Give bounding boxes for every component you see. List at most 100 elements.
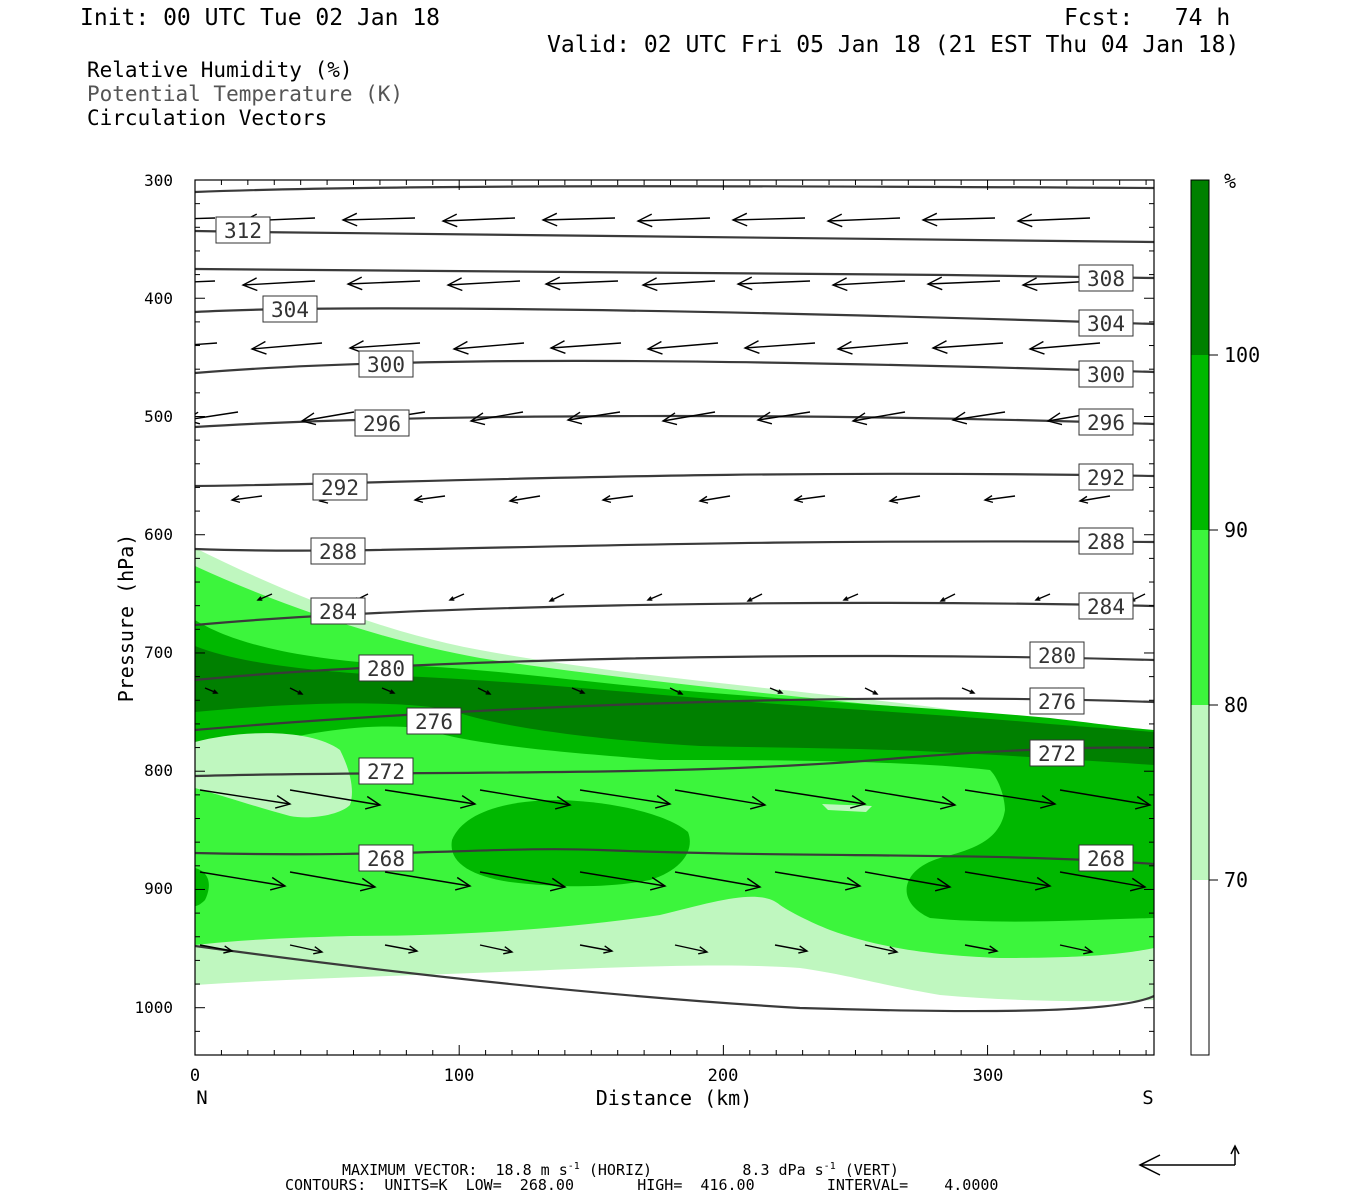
vector-arrow [601, 495, 634, 504]
vector-arrow [864, 687, 879, 695]
vector-arrow [413, 495, 446, 504]
svg-text:280: 280 [1038, 644, 1076, 668]
theta-label-288: 288 [310, 537, 366, 565]
vector-arrow [961, 687, 976, 694]
forecast-hour: Fcst: 74 h [1064, 5, 1231, 31]
vector-arrow [951, 411, 1006, 425]
colorbar-label-100: 100 [1224, 343, 1260, 367]
exp-horiz: -1 [567, 1161, 580, 1172]
theta-label-280: 280 [1029, 641, 1085, 669]
svg-text:296: 296 [1087, 411, 1125, 435]
x-tick-100: 100 [444, 1066, 475, 1086]
y-tick-300: 300 [144, 171, 173, 190]
vector-arrow [346, 276, 421, 291]
svg-text:268: 268 [367, 847, 405, 871]
x-end-label-south: S [1142, 1087, 1153, 1109]
vector-arrow [1016, 213, 1091, 228]
vector-arrow [300, 411, 355, 426]
y-axis-label: Pressure (hPa) [114, 534, 138, 703]
vector-arrow [743, 340, 816, 354]
theta-label-284: 284 [1078, 592, 1134, 620]
vector-arrow [469, 411, 524, 426]
vector-arrow [199, 789, 292, 809]
vector-arrow [452, 340, 525, 355]
y-tick-700: 700 [144, 643, 173, 662]
svg-text:312: 312 [224, 219, 262, 243]
theta-label-292: 292 [1078, 463, 1134, 491]
circulation-vectors [195, 212, 1152, 955]
vector-arrow [674, 789, 767, 810]
vector-arrow [864, 944, 899, 955]
max-vector-label: MAXIMUM VECTOR: [342, 1161, 478, 1179]
max-vector-horiz: 18.8 m s [495, 1161, 568, 1179]
theta-line-276 [195, 654, 1154, 682]
vector-arrow [842, 593, 859, 601]
vector-arrow [746, 593, 763, 602]
theta-label-292: 292 [312, 473, 368, 501]
svg-text:300: 300 [367, 353, 405, 377]
vector-arrow [199, 871, 287, 891]
colorbar-seg-70 [1191, 705, 1209, 880]
svg-text:300: 300 [1087, 363, 1125, 387]
vector-arrow [983, 495, 1016, 504]
vector-arrow [479, 789, 572, 810]
vert-tag: (VERT) [844, 1161, 899, 1179]
vector-arrow [864, 871, 952, 892]
vector-arrow [289, 944, 324, 955]
vector-arrow [674, 871, 762, 892]
vector-arrow [448, 593, 465, 601]
vector-arrow [926, 276, 1001, 291]
vector-arrow [731, 212, 806, 227]
init-time: Init: 00 UTC Tue 02 Jan 18 [80, 5, 441, 31]
theta-label-268: 268 [1078, 844, 1134, 872]
max-vector-vert: 8.3 dPa s [742, 1161, 824, 1179]
theta-label-308: 308 [1078, 264, 1134, 292]
rh-band-100 [195, 646, 1154, 765]
vector-arrow [964, 871, 1052, 891]
theta-label-288: 288 [1078, 527, 1134, 555]
vector-arrow [1059, 789, 1152, 810]
colorbar-seg-below70 [1191, 880, 1209, 1055]
theta-label-304: 304 [262, 295, 318, 323]
horiz-tag: (HORIZ) [588, 1161, 653, 1179]
y-tick-500: 500 [144, 407, 173, 426]
x-axis-label: Distance (km) [596, 1086, 753, 1110]
vector-arrow [384, 789, 477, 809]
theta-label-284: 284 [310, 597, 366, 625]
x-tick-200: 200 [708, 1066, 739, 1086]
svg-text:296: 296 [363, 412, 401, 436]
vector-arrow [548, 593, 565, 602]
vector-arrow [241, 277, 316, 292]
vector-arrow [736, 276, 811, 291]
vector-arrow [381, 687, 396, 694]
vector-arrow [508, 495, 541, 504]
theta-line-312 [195, 185, 1154, 194]
vector-arrow [698, 495, 731, 504]
vector-arrow [579, 871, 667, 891]
vector-arrow [769, 687, 784, 694]
vector-arrow [441, 213, 516, 228]
vector-arrow [544, 276, 619, 291]
svg-text:272: 272 [367, 760, 405, 784]
svg-text:304: 304 [271, 298, 309, 322]
x-tick-0: 0 [190, 1066, 200, 1086]
vector-arrow [250, 340, 323, 355]
svg-text:272: 272 [1038, 742, 1076, 766]
colorbar-unit: % [1224, 169, 1236, 193]
vector-arrow [289, 687, 304, 695]
vector-arrow [964, 789, 1057, 809]
vector-arrow [571, 687, 586, 694]
vector-arrow [446, 277, 521, 292]
legend-rh: Relative Humidity (%) [87, 58, 353, 82]
vector-arrow [756, 411, 811, 425]
theta-line-284 [195, 540, 1154, 552]
svg-text:304: 304 [1087, 312, 1125, 336]
theta-line-292 [195, 414, 1154, 429]
vector-arrow [289, 871, 377, 892]
theta-label-272: 272 [1029, 739, 1085, 767]
theta-label-276: 276 [1029, 687, 1085, 715]
theta-label-280: 280 [358, 654, 414, 682]
rh-band-90-lower-a [451, 800, 690, 887]
svg-text:292: 292 [1087, 466, 1125, 490]
colorbar-seg-90 [1191, 355, 1209, 530]
